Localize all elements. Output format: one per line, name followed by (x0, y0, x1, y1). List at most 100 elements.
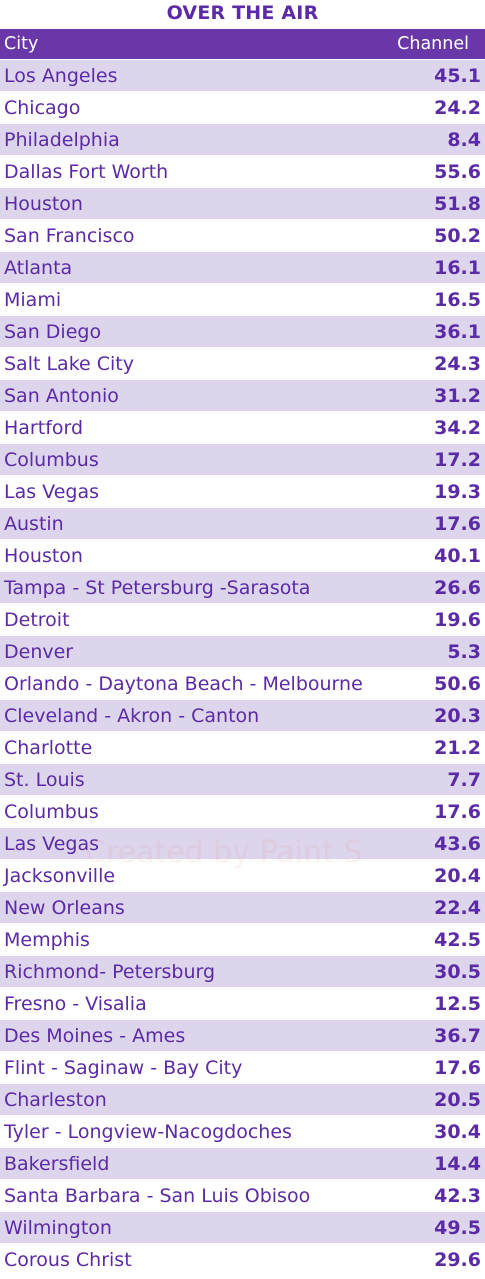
city-cell: San Francisco (4, 224, 135, 247)
channel-table: City Channel Los Angeles 45.1 Chicago 24.2 P… (0, 29, 485, 1276)
table-row: San Diego 36.1 (0, 316, 485, 348)
table-row: Bakersfield 14.4 (0, 1148, 485, 1180)
city-cell: San Antonio (4, 384, 119, 407)
table-row: Hartford 34.2 (0, 412, 485, 444)
channel-cell: 20.4 (434, 864, 481, 887)
table-row: Philadelphia 8.4 (0, 124, 485, 156)
channel-cell: 7.7 (447, 768, 481, 791)
table-row: Wilmington 49.5 (0, 1212, 485, 1244)
channel-cell: 40.1 (434, 544, 481, 567)
channel-cell: 50.2 (434, 224, 481, 247)
table-row: Miami 16.5 (0, 284, 485, 316)
channel-cell: 42.5 (434, 928, 481, 951)
city-cell: Des Moines - Ames (4, 1024, 186, 1047)
city-cell: Miami (4, 288, 62, 311)
city-cell: Houston (4, 544, 83, 567)
channel-cell: 17.6 (434, 512, 481, 535)
city-cell: Los Angeles (4, 64, 118, 87)
city-cell: Columbus (4, 800, 99, 823)
city-cell: Tyler - Longview-Nacogdoches (4, 1120, 292, 1143)
city-cell: Memphis (4, 928, 90, 951)
table-row: Detroit 19.6 (0, 604, 485, 636)
table-row: Salt Lake City 24.3 (0, 348, 485, 380)
table-row: Chicago 24.2 (0, 92, 485, 124)
table-row: Columbus 17.2 (0, 444, 485, 476)
city-cell: Bakersfield (4, 1152, 110, 1175)
table-row: Dallas Fort Worth 55.6 (0, 156, 485, 188)
channel-cell: 30.5 (434, 960, 481, 983)
table-row: Houston 51.8 (0, 188, 485, 220)
channel-cell: 42.3 (434, 1184, 481, 1207)
channel-cell: 14.4 (434, 1152, 481, 1175)
city-cell: Flint - Saginaw - Bay City (4, 1056, 243, 1079)
city-cell: Charlotte (4, 736, 93, 759)
table-row: St. Louis 7.7 (0, 764, 485, 796)
table-row: Cleveland - Akron - Canton 20.3 (0, 700, 485, 732)
channel-cell: 43.6 (434, 832, 481, 855)
table-row: Denver 5.3 (0, 636, 485, 668)
table-row: Houston 40.1 (0, 540, 485, 572)
city-cell: Tampa - St Petersburg -Sarasota (4, 576, 311, 599)
channel-cell: 36.1 (434, 320, 481, 343)
city-cell: Dallas Fort Worth (4, 160, 169, 183)
city-cell: Detroit (4, 608, 70, 631)
channel-cell: 20.3 (434, 704, 481, 727)
city-cell: Wilmington (4, 1216, 112, 1239)
table-row: Columbus 17.6 (0, 796, 485, 828)
channel-cell: 17.6 (434, 1056, 481, 1079)
city-cell: Las Vegas (4, 832, 99, 855)
table-body: Los Angeles 45.1 Chicago 24.2 Philadelphia 8.… (0, 60, 485, 1276)
header-channel: Channel (397, 34, 469, 54)
city-cell: Chicago (4, 96, 81, 119)
channel-cell: 5.3 (447, 640, 481, 663)
city-cell: Orlando - Daytona Beach - Melbourne (4, 672, 363, 695)
channel-cell: 45.1 (434, 64, 481, 87)
city-cell: Las Vegas (4, 480, 99, 503)
table-row: New Orleans 22.4 (0, 892, 485, 924)
table-row: Los Angeles 45.1 (0, 60, 485, 92)
table-row: Des Moines - Ames 36.7 (0, 1020, 485, 1052)
channel-cell: 31.2 (434, 384, 481, 407)
table-row: Las Vegas 43.6 (0, 828, 485, 860)
city-cell: New Orleans (4, 896, 125, 919)
city-cell: Houston (4, 192, 83, 215)
channel-cell: 12.5 (434, 992, 481, 1015)
channel-cell: 19.3 (434, 480, 481, 503)
city-cell: Jacksonville (4, 864, 116, 887)
channel-cell: 51.8 (434, 192, 481, 215)
table-row: Austin 17.6 (0, 508, 485, 540)
table-row: Flint - Saginaw - Bay City 17.6 (0, 1052, 485, 1084)
city-cell: San Diego (4, 320, 102, 343)
city-cell: Richmond- Petersburg (4, 960, 216, 983)
city-cell: Santa Barbara - San Luis Obisoo (4, 1184, 311, 1207)
channel-cell: 30.4 (434, 1120, 481, 1143)
city-cell: Corous Christ (4, 1248, 132, 1271)
table-row: Jacksonville 20.4 (0, 860, 485, 892)
channel-cell: 36.7 (434, 1024, 481, 1047)
table-row: Tampa - St Petersburg -Sarasota 26.6 (0, 572, 485, 604)
table-row: San Antonio 31.2 (0, 380, 485, 412)
channel-cell: 8.4 (447, 128, 481, 151)
table-row: San Francisco 50.2 (0, 220, 485, 252)
city-cell: Atlanta (4, 256, 73, 279)
city-cell: Hartford (4, 416, 84, 439)
city-cell: Austin (4, 512, 64, 535)
channel-cell: 24.3 (434, 352, 481, 375)
city-cell: Salt Lake City (4, 352, 134, 375)
channel-cell: 22.4 (434, 896, 481, 919)
table-row: Richmond- Petersburg 30.5 (0, 956, 485, 988)
channel-cell: 16.5 (434, 288, 481, 311)
channel-cell: 34.2 (434, 416, 481, 439)
city-cell: Fresno - Visalia (4, 992, 147, 1015)
table-header-row: City Channel (0, 29, 485, 60)
channel-cell: 17.2 (434, 448, 481, 471)
table-row: Fresno - Visalia 12.5 (0, 988, 485, 1020)
header-city: City (4, 34, 39, 54)
channel-cell: 20.5 (434, 1088, 481, 1111)
table-row: Corous Christ 29.6 (0, 1244, 485, 1276)
table-row: Orlando - Daytona Beach - Melbourne 50.6 (0, 668, 485, 700)
table-row: Las Vegas 19.3 (0, 476, 485, 508)
channel-cell: 26.6 (434, 576, 481, 599)
channel-cell: 49.5 (434, 1216, 481, 1239)
city-cell: Charleston (4, 1088, 107, 1111)
